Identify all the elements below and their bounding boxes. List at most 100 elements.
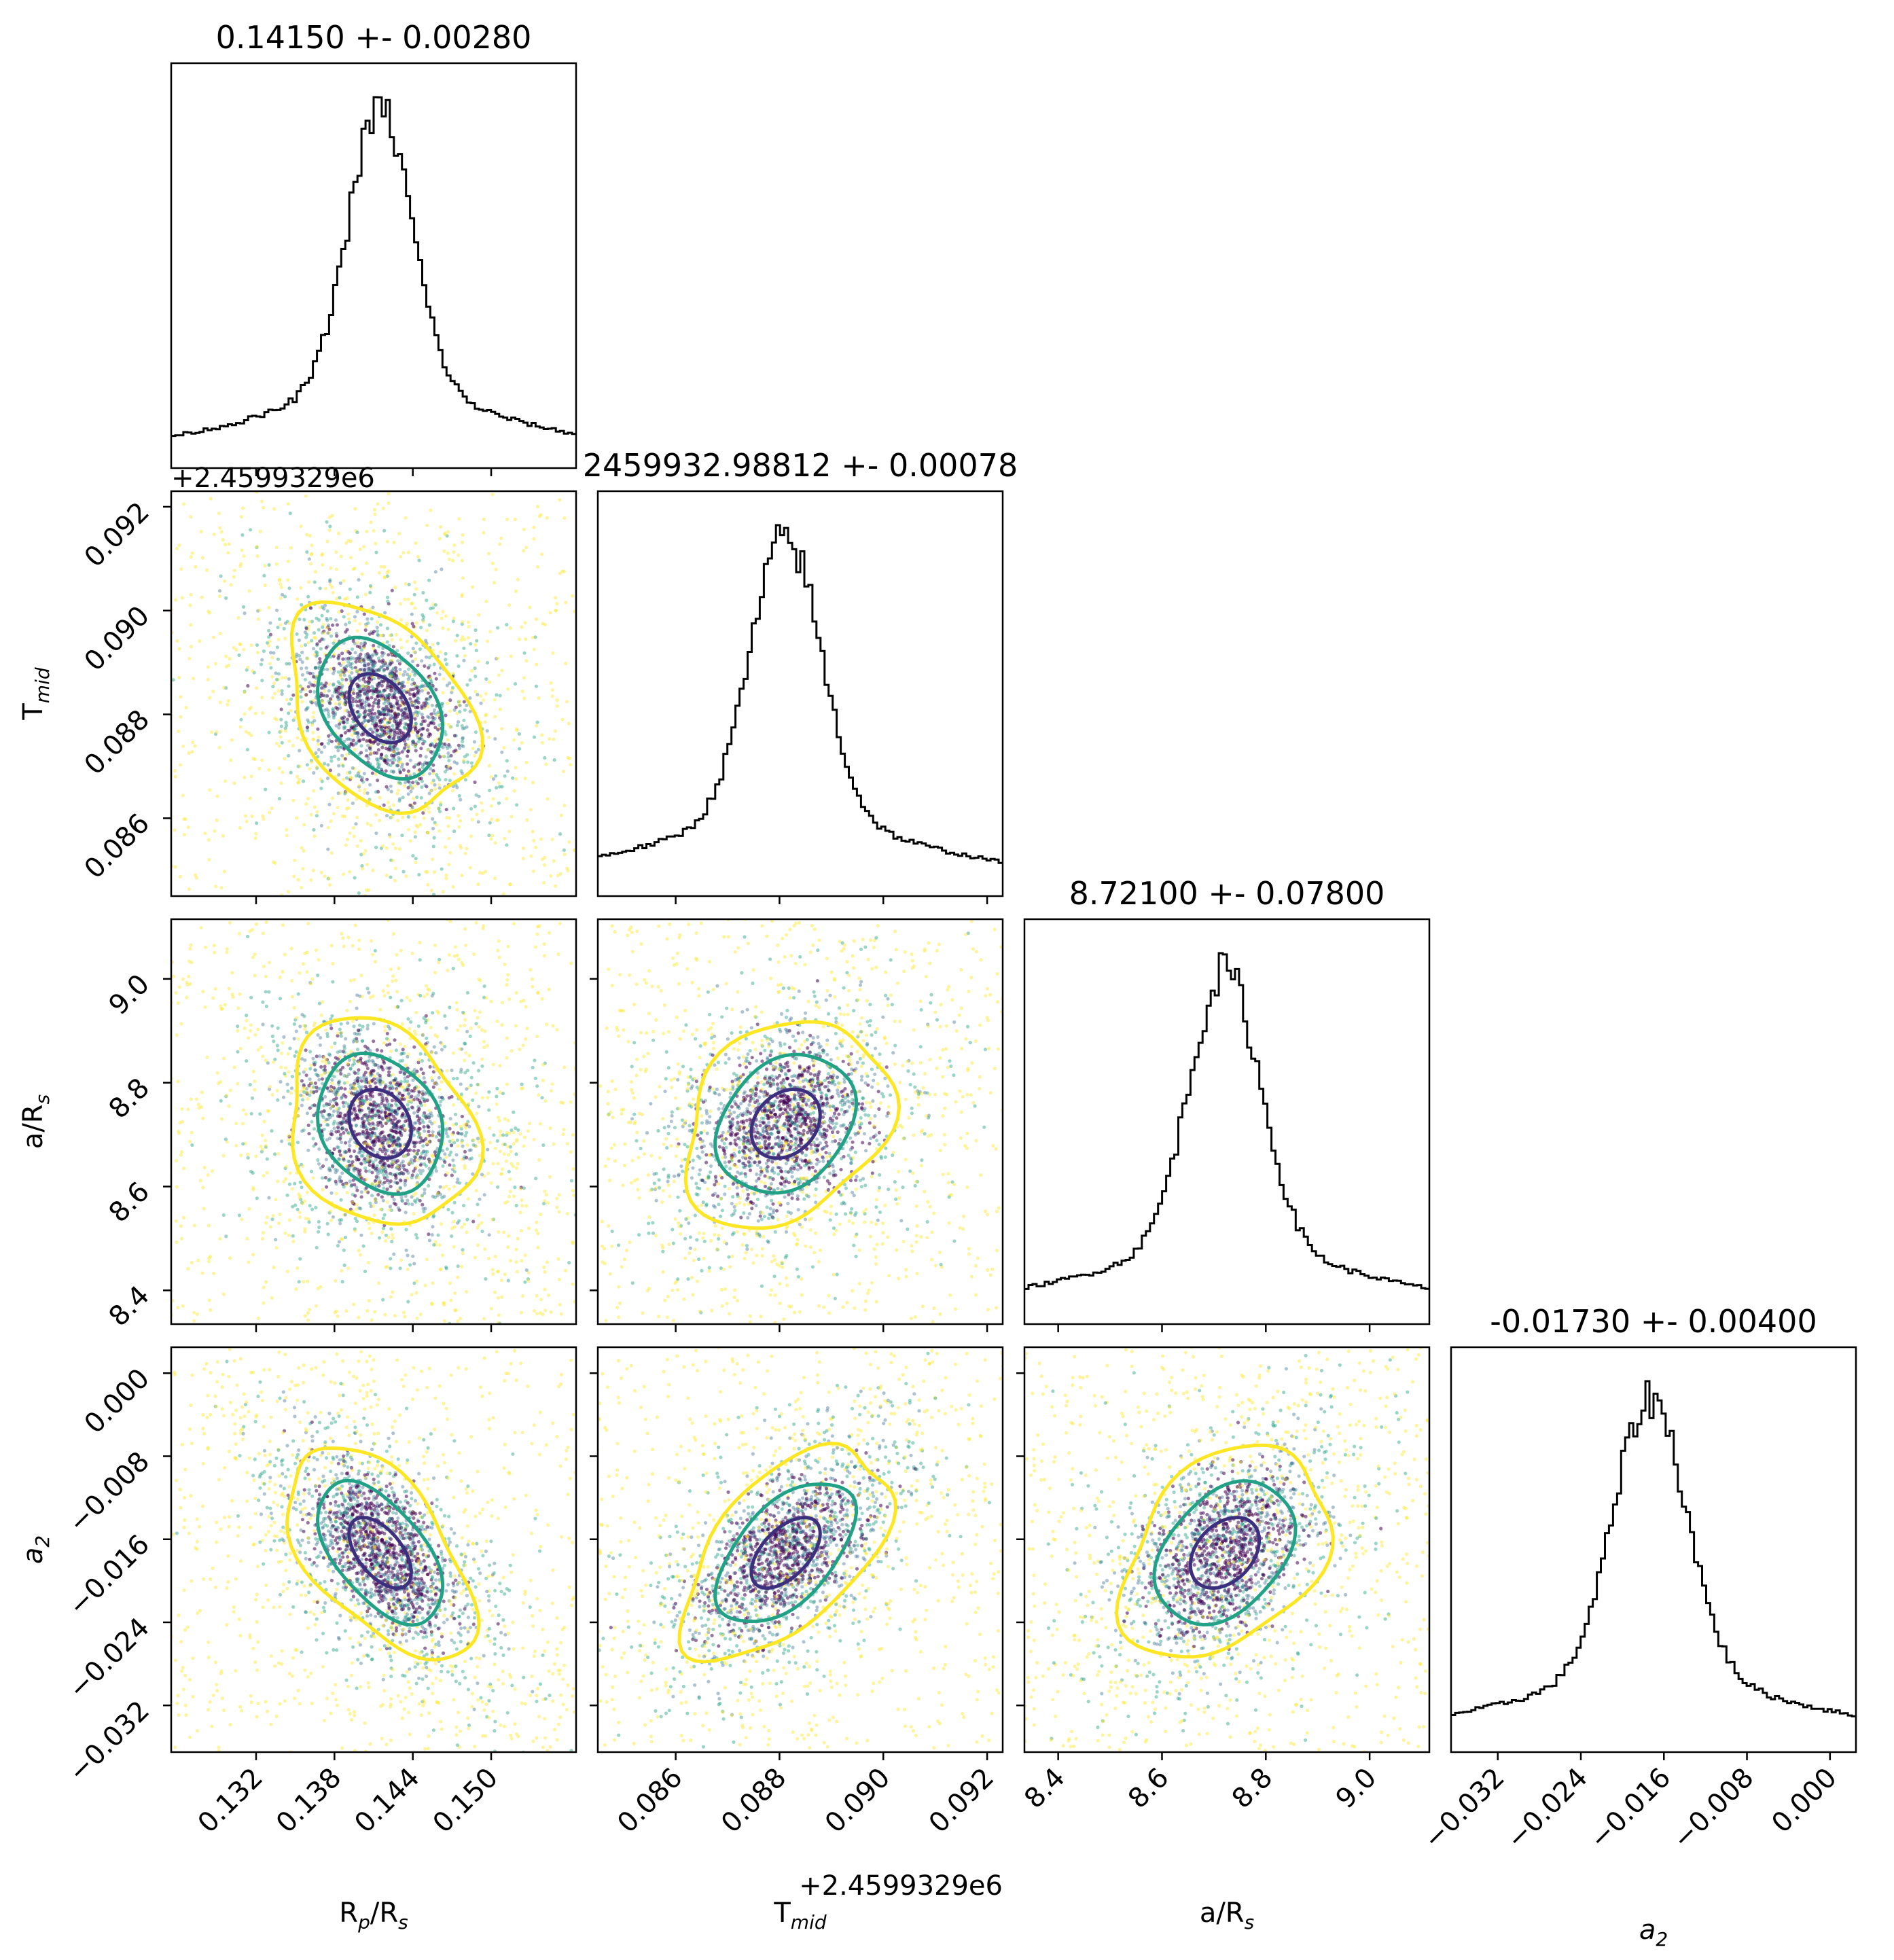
sample-point — [399, 999, 404, 1003]
sample-point — [414, 857, 418, 861]
sample-point — [441, 1149, 445, 1153]
sample-point — [323, 1175, 327, 1180]
sample-point — [363, 700, 367, 705]
sample-point — [402, 689, 406, 693]
sample-point — [295, 632, 299, 636]
sample-point — [371, 653, 375, 657]
sample-point — [373, 698, 378, 702]
sample-point — [427, 623, 432, 627]
sample-point — [368, 1163, 372, 1167]
sample-point — [327, 1136, 332, 1141]
sample-point — [484, 713, 488, 717]
sample-point — [390, 1099, 395, 1103]
sample-point — [389, 875, 393, 879]
sample-point — [465, 1029, 469, 1033]
sample-point — [343, 696, 347, 700]
sample-point — [433, 1081, 437, 1085]
sample-point — [221, 538, 225, 542]
sample-point — [433, 1150, 437, 1154]
sample-point — [360, 572, 364, 576]
sample-point — [412, 1098, 416, 1102]
sample-point — [301, 1202, 305, 1206]
sample-point — [296, 1037, 300, 1041]
sample-point — [374, 831, 378, 836]
sample-point — [372, 659, 376, 663]
sample-point — [424, 1042, 428, 1046]
sample-point — [416, 825, 420, 829]
sample-point — [389, 1171, 393, 1175]
sample-point — [388, 748, 392, 752]
sample-point — [548, 737, 552, 741]
sample-point — [357, 891, 361, 895]
sample-point — [346, 743, 351, 747]
sample-point — [374, 550, 378, 554]
sample-point — [378, 690, 382, 694]
sample-point — [291, 1205, 295, 1209]
sample-point — [473, 804, 478, 808]
sample-point — [555, 602, 559, 606]
sample-point — [236, 1029, 240, 1033]
sample-point — [364, 684, 368, 688]
sample-point — [329, 1027, 334, 1031]
sample-point — [425, 628, 429, 632]
sample-point — [342, 673, 346, 677]
sample-point — [441, 754, 446, 758]
sample-point — [420, 1058, 425, 1063]
sample-point — [426, 748, 430, 752]
sample-point — [311, 698, 315, 702]
sample-point — [327, 1112, 332, 1117]
sample-point — [342, 692, 347, 696]
sample-point — [505, 759, 509, 763]
sample-point — [461, 540, 465, 545]
sample-point — [421, 1092, 425, 1097]
sample-point — [331, 1215, 335, 1219]
sample-point — [363, 592, 368, 596]
sample-point — [370, 719, 374, 723]
sample-point — [420, 737, 424, 741]
sample-point — [507, 830, 512, 834]
sample-point — [317, 1147, 321, 1151]
sample-point — [391, 770, 395, 774]
sample-point — [506, 1279, 510, 1283]
sample-point — [451, 1130, 455, 1135]
sample-point — [414, 1182, 419, 1186]
sample-point — [540, 1096, 544, 1100]
sample-point — [340, 814, 344, 818]
sample-point — [342, 1116, 346, 1120]
sample-point — [415, 1158, 419, 1162]
sample-point — [457, 814, 461, 818]
sample-point — [310, 723, 315, 727]
sample-point — [380, 1096, 385, 1100]
sample-point — [353, 731, 357, 735]
sample-point — [418, 1136, 423, 1140]
sample-point — [357, 774, 361, 778]
sample-point — [388, 1086, 392, 1090]
sample-point — [448, 745, 452, 749]
sample-point — [335, 1145, 340, 1149]
sample-point — [367, 669, 371, 673]
sample-point — [248, 796, 252, 800]
sample-point — [431, 1225, 435, 1229]
sample-point — [540, 997, 544, 1001]
sample-point — [333, 639, 337, 643]
sample-point — [473, 780, 477, 784]
sample-point — [340, 686, 344, 690]
sample-point — [312, 1103, 317, 1107]
sample-point — [247, 707, 251, 711]
sample-point — [317, 628, 321, 632]
sample-point — [319, 1013, 323, 1018]
sample-point — [368, 1049, 372, 1053]
sample-point — [364, 1169, 368, 1173]
sample-point — [340, 1086, 344, 1090]
sample-point — [339, 675, 343, 679]
sample-point — [444, 1265, 448, 1269]
sample-point — [528, 605, 532, 609]
sample-point — [179, 874, 183, 878]
sample-point — [364, 703, 369, 707]
sample-point — [437, 1095, 442, 1099]
sample-point — [340, 670, 344, 674]
sample-point — [370, 707, 374, 712]
sample-point — [268, 632, 273, 637]
sample-point — [455, 1076, 459, 1080]
sample-point — [480, 1064, 484, 1068]
